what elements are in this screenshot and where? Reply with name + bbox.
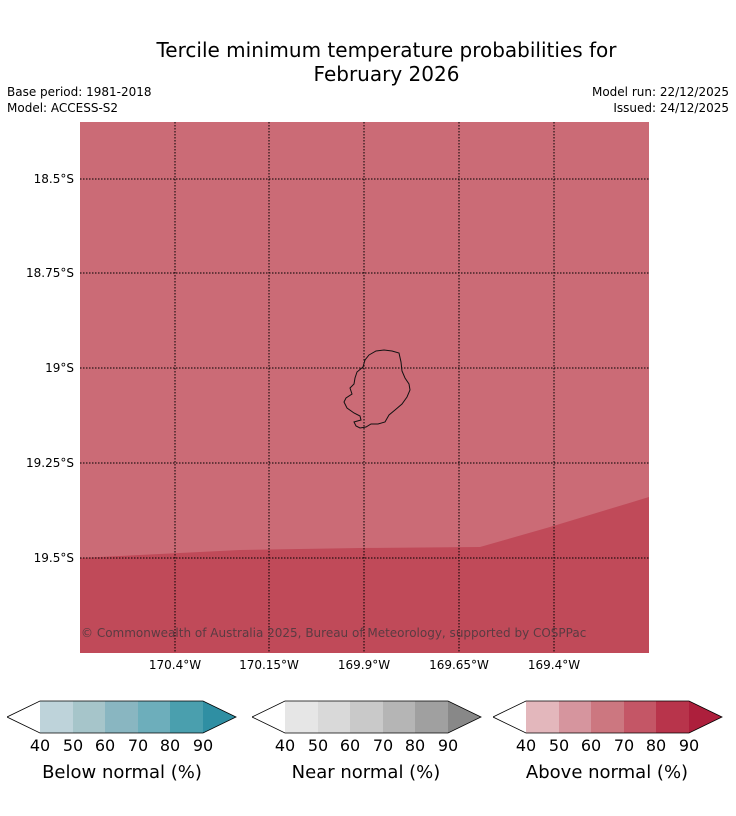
legend-tick: 50 xyxy=(62,736,84,755)
colorbar-segment xyxy=(383,701,415,733)
issued-date: Issued: 24/12/2025 xyxy=(613,101,729,115)
colorbar-near-normal xyxy=(252,700,482,734)
longitude-label: 170.4°W xyxy=(148,658,202,672)
metadata-left: Base period: 1981-2018 Model: ACCESS-S2 xyxy=(7,84,152,116)
colorbar-segment xyxy=(318,701,350,733)
map-panel xyxy=(80,122,649,653)
copyright-notice: © Commonwealth of Australia 2025, Bureau… xyxy=(81,626,587,640)
colorbar-segment xyxy=(73,701,105,733)
latitude-label: 18.5°S xyxy=(33,172,74,186)
colorbar-extend-high xyxy=(203,701,236,733)
colorbar-above-normal xyxy=(493,700,723,734)
legend-tick: 70 xyxy=(127,736,149,755)
colorbar-segment xyxy=(285,701,318,733)
colorbar-segment xyxy=(624,701,656,733)
colorbar-segment xyxy=(526,701,559,733)
latitude-label: 19.5°S xyxy=(33,551,74,565)
colorbar-segment xyxy=(138,701,170,733)
legend-tick: 60 xyxy=(94,736,116,755)
legend-label-near: Near normal (%) xyxy=(291,762,441,783)
colorbar-extend-low xyxy=(493,701,526,733)
legend-tick: 80 xyxy=(159,736,181,755)
island-coastline xyxy=(343,349,411,429)
colorbar-segment xyxy=(40,701,73,733)
legend-tick: 90 xyxy=(437,736,459,755)
legend-tick: 40 xyxy=(29,736,51,755)
latitude-label: 18.75°S xyxy=(26,266,74,280)
base-period: Base period: 1981-2018 xyxy=(7,85,152,99)
colorbar-outline xyxy=(493,700,723,734)
longitude-label: 170.15°W xyxy=(239,658,299,672)
colorbar-segment xyxy=(591,701,624,733)
colorbar-outline xyxy=(7,700,237,734)
colorbar-below-normal xyxy=(7,700,237,734)
latitude-label: 19°S xyxy=(45,361,74,375)
legend-tick: 80 xyxy=(404,736,426,755)
legend-label-below: Below normal (%) xyxy=(42,762,202,783)
colorbar-extend-low xyxy=(7,701,40,733)
map-title: Tercile minimum temperature probabilitie… xyxy=(0,38,736,86)
colorbar-segment xyxy=(559,701,591,733)
colorbar-segment xyxy=(105,701,138,733)
title-line-2: February 2026 xyxy=(313,62,460,86)
model-run: Model run: 22/12/2025 xyxy=(591,85,729,99)
metadata-right: Model run: 22/12/2025 Issued: 24/12/2025 xyxy=(592,84,729,116)
legend-tick: 60 xyxy=(580,736,602,755)
legend-above-normal xyxy=(493,700,723,790)
legend-tick: 40 xyxy=(515,736,537,755)
legend-tick: 50 xyxy=(548,736,570,755)
colorbar-segment xyxy=(656,701,689,733)
colorbar-extend-high xyxy=(689,701,722,733)
latitude-label: 19.25°S xyxy=(26,456,74,470)
colorbar-segment xyxy=(350,701,383,733)
legend-label-above: Above normal (%) xyxy=(525,762,689,783)
longitude-label: 169.65°W xyxy=(429,658,489,672)
legend-tick: 70 xyxy=(613,736,635,755)
title-line-1: Tercile minimum temperature probabilitie… xyxy=(156,38,617,62)
colorbar-segment xyxy=(170,701,203,733)
legend-tick: 90 xyxy=(678,736,700,755)
legend-tick: 70 xyxy=(372,736,394,755)
graticule xyxy=(80,122,649,653)
colorbar-outline xyxy=(252,700,482,734)
legend-tick: 40 xyxy=(274,736,296,755)
longitude-label: 169.4°W xyxy=(527,658,581,672)
legend-tick: 90 xyxy=(192,736,214,755)
colorbar-extend-high xyxy=(448,701,481,733)
legend-tick: 60 xyxy=(339,736,361,755)
legend-tick: 80 xyxy=(645,736,667,755)
legend-below-normal xyxy=(7,700,237,790)
colorbar-extend-low xyxy=(252,701,285,733)
colorbar-segment xyxy=(415,701,448,733)
legend-tick: 50 xyxy=(307,736,329,755)
legend-near-normal xyxy=(252,700,482,790)
longitude-label: 169.9°W xyxy=(337,658,391,672)
model-name: Model: ACCESS-S2 xyxy=(7,101,119,115)
